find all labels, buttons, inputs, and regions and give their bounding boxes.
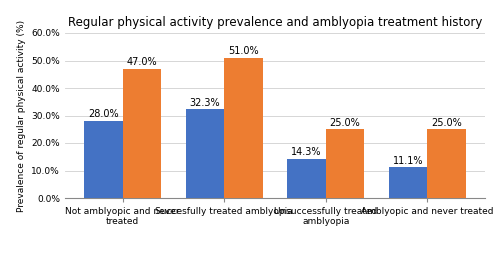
Bar <box>428 129 466 198</box>
Bar <box>122 69 162 198</box>
Text: 14.3%: 14.3% <box>291 147 322 157</box>
Text: 47.0%: 47.0% <box>126 57 158 67</box>
Bar <box>224 58 263 198</box>
Bar <box>287 159 326 198</box>
Y-axis label: Prevalence of regular physical activity (%): Prevalence of regular physical activity … <box>17 20 26 211</box>
Title: Regular physical activity prevalence and amblyopia treatment history: Regular physical activity prevalence and… <box>68 16 482 29</box>
Bar <box>388 167 428 198</box>
Bar <box>326 129 364 198</box>
Text: 11.1%: 11.1% <box>393 156 424 166</box>
Text: 51.0%: 51.0% <box>228 46 259 56</box>
Text: 25.0%: 25.0% <box>431 118 462 128</box>
Bar <box>84 121 122 198</box>
Bar <box>186 109 224 198</box>
Text: 28.0%: 28.0% <box>88 109 118 119</box>
Text: 25.0%: 25.0% <box>330 118 360 128</box>
Text: 32.3%: 32.3% <box>190 98 220 108</box>
